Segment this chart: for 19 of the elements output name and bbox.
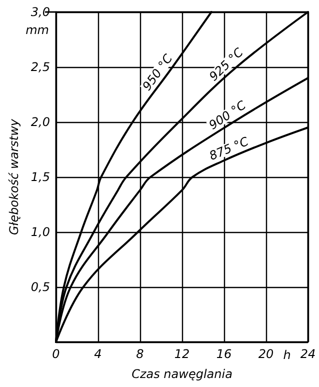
x-tick-label: 16 [216, 347, 232, 361]
text: mm [26, 23, 49, 37]
x-tick-label: 4 [94, 347, 102, 361]
x-tick-label: 8 [136, 347, 144, 361]
text: 875 °C [207, 134, 252, 164]
text: h [283, 348, 291, 362]
x-tick-label: 20 [258, 347, 274, 361]
y-tick-label: 0,5 [30, 280, 50, 294]
x-tick-label: 12 [174, 347, 190, 361]
y-axis-title: Głębokość warstwy [7, 118, 21, 236]
x-tick-label: 0 [52, 347, 60, 361]
x-axis-title: Czas nawęglania [132, 367, 232, 381]
text: 900 °C [206, 98, 249, 132]
y-tick-label: 1,5 [30, 170, 50, 184]
y-tick-label: 3,0 [30, 5, 50, 19]
y-tick-label: 2,5 [30, 60, 50, 74]
x-tick-label: 24 [300, 347, 316, 361]
y-tick-label: 1,0 [30, 225, 50, 239]
y-tick-label: 2,0 [30, 115, 50, 129]
